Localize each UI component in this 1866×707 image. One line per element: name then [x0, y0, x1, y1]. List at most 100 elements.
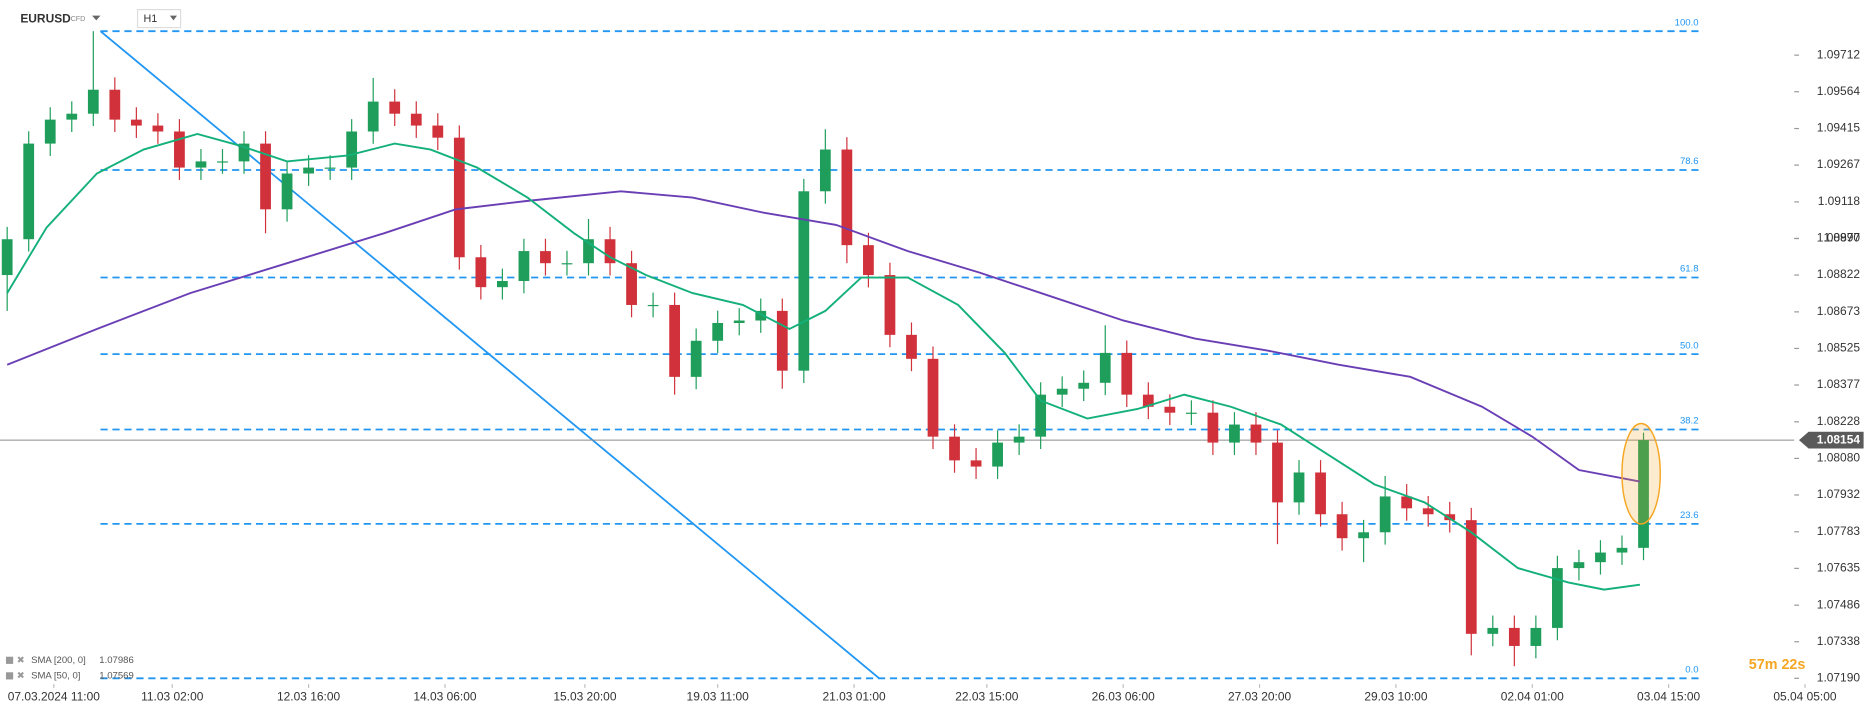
legend-name: SMA [50, 0]: [31, 670, 80, 681]
x-tick-label: 14.03 06:00: [413, 690, 476, 704]
candle-body: [1293, 472, 1305, 503]
y-tick-label: 1.07783: [1817, 524, 1861, 538]
x-tick-label: 26.03 06:00: [1092, 690, 1155, 704]
candle-body: [44, 119, 56, 144]
sma-line: [6, 190, 1641, 483]
fib-label: 23.6: [1680, 510, 1699, 521]
candle-body: [669, 304, 681, 377]
legend-value: 1.07986: [99, 655, 134, 666]
y-tick-label: 1.07635: [1817, 561, 1861, 575]
candle-body: [690, 340, 702, 377]
fib-label: 78.6: [1680, 156, 1699, 167]
candle-body: [1379, 496, 1391, 533]
candle-body: [518, 251, 530, 281]
candle-body: [346, 131, 358, 168]
candle-body: [1573, 562, 1585, 569]
legend-icon: [5, 672, 14, 680]
candle-body: [1465, 520, 1477, 634]
candle-body: [130, 119, 142, 126]
y-tick-label: 1.09712: [1817, 47, 1861, 61]
symbol: EURUSD: [20, 11, 71, 25]
candle-body: [303, 167, 314, 174]
candle-body: [1013, 436, 1025, 443]
candle-body: [712, 322, 724, 341]
candle-body: [992, 442, 1003, 467]
candle-body: [733, 320, 745, 323]
x-tick-label: 21.03 01:00: [822, 690, 885, 704]
x-tick-label: 11.03 02:00: [141, 690, 204, 704]
legend-close: ✖: [17, 655, 25, 666]
candle-body: [1315, 472, 1326, 515]
candle-body: [410, 113, 422, 126]
candle-body: [561, 263, 573, 265]
candle-body: [389, 101, 401, 114]
candle-body: [1185, 412, 1197, 414]
y-tick-label: 1.09267: [1817, 157, 1861, 171]
candle-body: [819, 149, 831, 192]
candle-body: [1250, 424, 1262, 443]
candle-body: [776, 310, 788, 371]
candle-body: [1358, 532, 1369, 539]
candle-body: [970, 460, 982, 467]
legend-icon: [5, 656, 14, 664]
y-tick-label: 1.09118: [1818, 194, 1861, 208]
candle-body: [1508, 627, 1520, 646]
y-tick-label: 1.07338: [1817, 634, 1861, 648]
candle-body: [1121, 352, 1133, 395]
x-tick-label: 05.04 05:00: [1773, 690, 1836, 704]
candle-body: [863, 245, 874, 276]
countdown: 57m 22s: [1749, 657, 1806, 673]
y-tick-label: 1.08377: [1817, 377, 1861, 391]
candle-body: [195, 161, 207, 168]
y-tick-label: 1.08080: [1817, 451, 1861, 465]
candle-body: [260, 143, 271, 210]
candle-body: [1444, 514, 1456, 521]
candle-body: [1099, 352, 1111, 383]
candle-body: [1142, 394, 1154, 407]
timeframe-dropdown[interactable]: [169, 15, 178, 21]
candle-body: [798, 191, 810, 371]
candle-body: [1638, 440, 1649, 548]
candle-body: [1, 239, 13, 276]
candle-body: [841, 149, 853, 246]
candle-body: [1164, 406, 1176, 413]
y-tick-label: 1.08673: [1817, 304, 1861, 318]
sma-line: [6, 133, 1641, 591]
symbol-dropdown[interactable]: [92, 15, 101, 21]
candle-body: [324, 167, 336, 169]
candle-body: [497, 280, 508, 288]
x-tick-label: 19.03 11:00: [687, 690, 750, 704]
candle-body: [647, 304, 659, 307]
candle-body: [1272, 442, 1283, 503]
timeframe[interactable]: H1: [144, 13, 158, 25]
x-tick-label: 22.03 15:00: [955, 690, 1018, 704]
y-tick-label: 1.08822: [1817, 267, 1861, 281]
x-tick-label: 29.03 10:00: [1364, 690, 1427, 704]
candle-body: [927, 358, 939, 437]
candle-body: [1207, 412, 1219, 443]
fib-label: 0.0: [1685, 664, 1698, 675]
candle-body: [1035, 394, 1047, 437]
instrument: CFD: [71, 15, 86, 23]
candle-body: [87, 89, 99, 114]
y-tick-label: 1.08970: [1817, 231, 1861, 245]
candle-body: [432, 125, 444, 138]
timeframe-box[interactable]: [136, 9, 182, 29]
current-price-box: [1799, 431, 1864, 449]
y-tick-label: 1.0897: [1823, 231, 1860, 245]
candle-body: [109, 89, 121, 120]
candle-body: [1229, 424, 1240, 443]
candle-body: [604, 239, 616, 264]
candle-body: [1422, 508, 1434, 515]
x-tick-label: 27.03 20:00: [1228, 690, 1291, 704]
fib-label: 61.8: [1680, 264, 1699, 275]
candle-body: [152, 125, 164, 132]
x-tick-label: 03.04 15:00: [1637, 690, 1700, 704]
fib-label: 100.0: [1675, 17, 1699, 28]
candle-body: [1056, 388, 1068, 395]
candle-body: [367, 101, 379, 132]
candle-body: [1616, 547, 1628, 553]
legend-close: ✖: [17, 670, 25, 681]
candle-body: [174, 131, 185, 168]
y-tick-label: 1.08525: [1817, 341, 1861, 355]
